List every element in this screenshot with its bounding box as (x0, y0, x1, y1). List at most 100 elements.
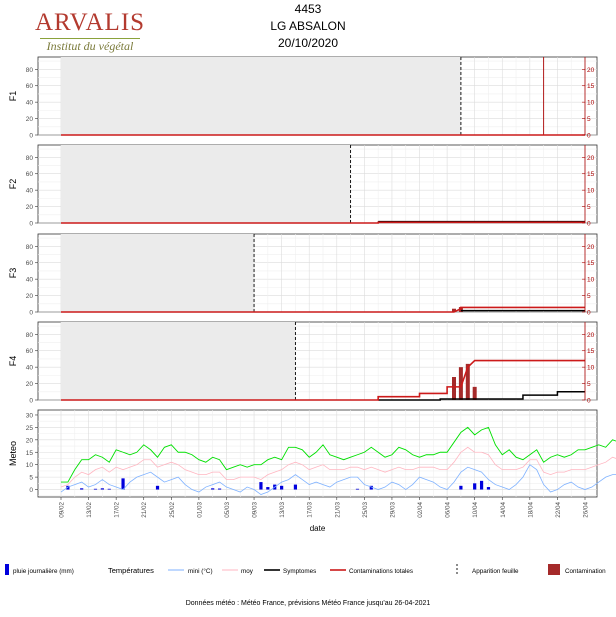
f1-ytick-left-label: 40 (26, 100, 34, 107)
f1-ytick-left-label: 60 (26, 83, 34, 90)
legend-leaf-label: Apparition feuille (472, 568, 519, 575)
legend-temperatures-label: Températures (108, 566, 154, 575)
f3-ytick-right-label: 10 (587, 277, 595, 284)
f3-ylabel: F3 (8, 268, 18, 279)
rain-bar (66, 485, 70, 490)
meteo-ytick-label: 20 (26, 437, 34, 444)
tmin-line (60, 464, 616, 495)
f2-ylabel: F2 (8, 179, 18, 190)
f1-ytick-right-label: 5 (587, 116, 591, 123)
f3-ytick-left-label: 80 (26, 244, 34, 251)
f3-ytick-left-label: 40 (26, 277, 34, 284)
f1-ytick-right-label: 10 (587, 100, 595, 107)
chart-title-line3: 20/10/2020 (277, 36, 339, 50)
xaxis-label: date (310, 524, 326, 533)
f2-ytick-right-label: 0 (587, 221, 591, 228)
rain-bar (107, 488, 111, 490)
f4-ytick-left-label: 80 (26, 332, 34, 339)
f3-ytick-left-label: 0 (29, 310, 33, 317)
meteo-ytick-label: 10 (26, 462, 34, 469)
logo-sub-text: Institut du végétal (46, 39, 134, 53)
xtick-label: 29/03 (389, 502, 396, 518)
logo-main-text: ARVALIS (34, 9, 146, 36)
legend-contam-bar-label: Contamination (565, 568, 606, 575)
f3-ytick-left-label: 60 (26, 260, 34, 267)
meteo-ytick-label: 0 (29, 487, 33, 494)
chart-title-line2: LG ABSALON (270, 19, 346, 33)
f4-contamination-bar (452, 377, 456, 400)
rain-bar (355, 488, 360, 490)
legend-rain-label: pluie journalière (mm) (13, 568, 74, 575)
f3-ytick-left-label: 20 (26, 293, 34, 300)
legend-contam-bar-key (548, 564, 560, 575)
f4-ytick-right-label: 5 (587, 381, 591, 388)
xtick-label: 26/04 (583, 502, 590, 518)
meteo-ylabel: Meteo (8, 441, 18, 466)
footnote: Données météo : Météo France, prévisions… (185, 600, 431, 607)
legend-contaminations-label: Contaminations totales (349, 568, 413, 575)
f3-ytick-right-label: 15 (587, 260, 595, 267)
f3-ytick-right-label: 20 (587, 244, 595, 251)
rain-bar (369, 485, 373, 490)
tmax-line (61, 426, 616, 483)
rain-bar (93, 488, 98, 490)
xtick-label: 10/04 (472, 502, 479, 518)
f4-contamination-bar (458, 367, 463, 400)
f2-ytick-right-label: 5 (587, 204, 591, 211)
xtick-label: 25/02 (169, 502, 176, 518)
f1-ytick-left-label: 0 (29, 133, 33, 140)
f2-ytick-left-label: 40 (26, 188, 34, 195)
meteo-ytick-label: 5 (29, 475, 33, 482)
f1-ytick-right-label: 20 (587, 67, 595, 74)
f4-ytick-right-label: 10 (587, 365, 595, 372)
f2-ytick-left-label: 60 (26, 171, 34, 178)
rain-bar (479, 480, 484, 490)
f2-ytick-left-label: 80 (26, 155, 34, 162)
f4-contaminations-line (61, 359, 585, 401)
f4-contamination-bar (465, 363, 470, 400)
f2-contaminations-line (61, 221, 585, 224)
f4-ytick-right-label: 0 (587, 398, 591, 405)
arvalis-logo: ARVALIS Institut du végétal (34, 8, 146, 54)
f1-ytick-left-label: 20 (26, 116, 34, 123)
f2-ytick-right-label: 10 (587, 188, 595, 195)
f1-ytick-right-label: 0 (587, 133, 591, 140)
rain-bar (280, 485, 284, 490)
xtick-label: 02/04 (417, 502, 424, 518)
rain-bar (266, 487, 270, 490)
f2-ytick-left-label: 0 (29, 221, 33, 228)
f3-contamination-bar (452, 308, 456, 312)
xtick-label: 21/03 (334, 502, 341, 518)
f4-ytick-left-label: 0 (29, 398, 33, 405)
meteo-ytick-label: 25 (26, 425, 34, 432)
xtick-label: 09/03 (252, 502, 259, 518)
rain-bar (80, 488, 84, 490)
f2-ytick-right-label: 20 (587, 155, 595, 162)
rain-bar (259, 482, 263, 490)
xtick-label: 21/02 (141, 502, 148, 518)
f4-contamination-bar (472, 386, 477, 400)
rain-bar (217, 488, 222, 490)
xtick-label: 17/02 (114, 502, 121, 518)
f4-symptoms-line (378, 391, 585, 401)
legend-tmean-label: moy (241, 568, 254, 575)
xtick-label: 13/03 (279, 502, 286, 518)
rain-bar (100, 488, 104, 490)
xtick-label: 09/02 (59, 502, 66, 518)
xtick-label: 13/02 (86, 502, 93, 518)
xtick-label: 17/03 (307, 502, 314, 518)
legend-tmin-label: mini (°C) (188, 567, 213, 575)
f2-ytick-left-label: 20 (26, 204, 34, 211)
chart-title-line1: 4453 (294, 2, 322, 16)
f4-ytick-right-label: 15 (587, 348, 595, 355)
tmean-line (60, 446, 616, 488)
rain-bar (293, 484, 298, 490)
f4-ytick-left-label: 20 (26, 381, 34, 388)
f4-ytick-left-label: 40 (26, 365, 34, 372)
rain-bar (155, 485, 160, 490)
f3-ytick-right-label: 0 (587, 310, 591, 317)
xtick-label: 14/04 (500, 502, 507, 518)
rain-bar (486, 487, 491, 490)
rain-bar (459, 485, 463, 490)
